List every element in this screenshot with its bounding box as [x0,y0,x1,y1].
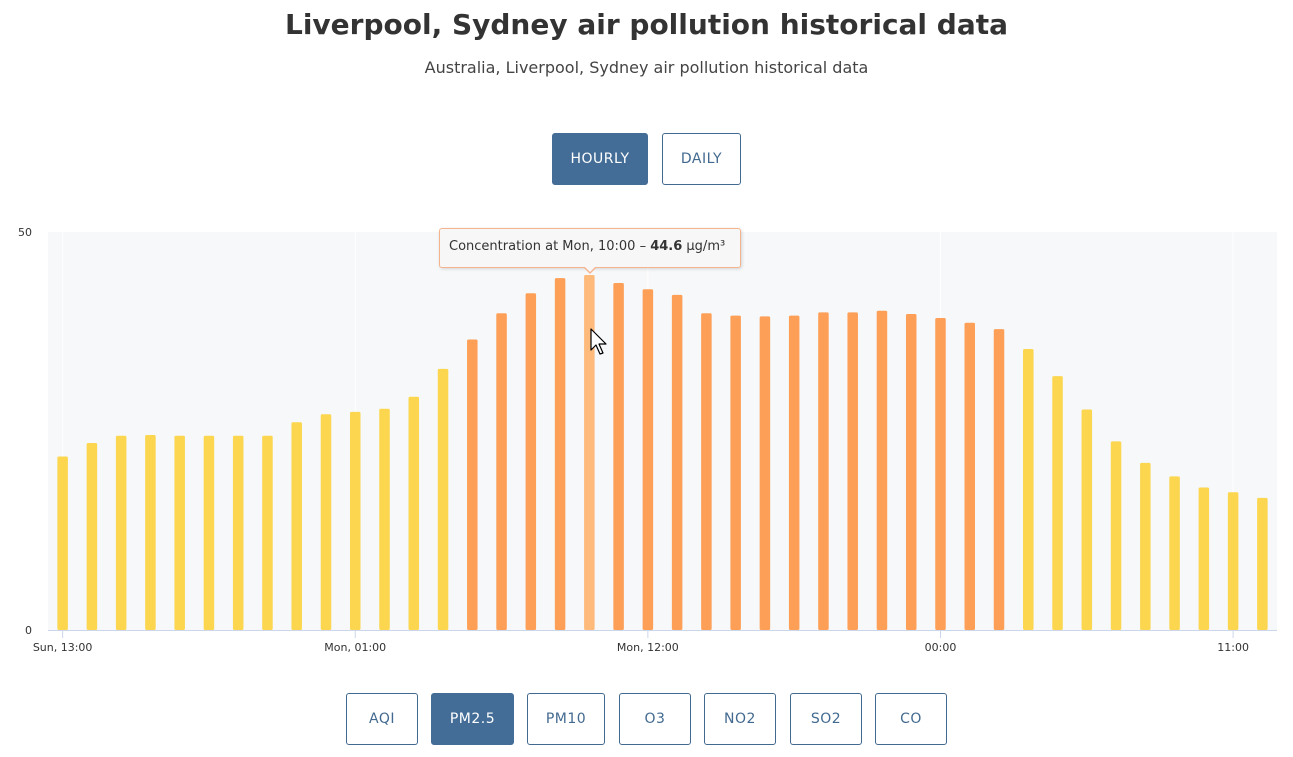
mouse-pointer-icon [590,328,607,355]
pollutant-so2-button[interactable]: SO2 [790,693,862,745]
bar[interactable] [145,434,156,630]
page-subtitle: Australia, Liverpool, Sydney air polluti… [424,58,869,77]
bar[interactable] [115,435,127,630]
bar[interactable] [1110,441,1122,630]
x-tick-label: Mon, 01:00 [324,641,386,654]
bar[interactable] [1169,476,1180,630]
bar[interactable] [174,435,185,630]
bar[interactable] [1140,462,1151,630]
bar[interactable] [291,422,302,630]
bar[interactable] [788,315,800,630]
bar[interactable] [613,282,624,630]
bar[interactable] [905,313,917,630]
bar[interactable] [818,312,829,630]
bar[interactable] [467,339,478,630]
bar[interactable] [935,317,946,630]
tooltip-time: Mon, 10:00 [562,239,636,254]
page-title: Liverpool, Sydney air pollution historic… [284,8,1008,41]
chart-tooltip: Concentration at Mon, 10:00 – 44.6 µg/m³ [439,228,741,268]
bar[interactable] [847,312,858,630]
hourly-button[interactable]: HOURLY [552,133,648,185]
bar[interactable] [730,315,741,630]
tooltip-separator: – [635,239,651,254]
bar[interactable] [496,313,507,630]
bar[interactable] [964,322,976,630]
bar[interactable] [1052,376,1063,630]
bar[interactable] [701,313,712,630]
pollutant-aqi-button[interactable]: AQI [346,693,418,745]
bar[interactable] [408,396,420,630]
bar[interactable] [642,289,654,630]
plot-background [48,232,1277,630]
x-tick-label: 11:00 [1217,641,1249,654]
bar[interactable] [671,294,683,630]
y-tick-label: 0 [25,624,32,637]
tooltip-prefix: Concentration at [449,239,563,254]
pollutant-no2-button[interactable]: NO2 [704,693,776,745]
pollutant-o3-button[interactable]: O3 [619,693,691,745]
pollutant-pm25-button[interactable]: PM2.5 [431,693,514,745]
x-tick-label: Sun, 13:00 [33,641,93,654]
bar[interactable] [993,329,1005,630]
tooltip-unit: µg/m³ [682,239,726,254]
bar[interactable] [232,435,244,630]
tooltip-arrow-fill [584,266,596,272]
pollutant-pm10-button[interactable]: PM10 [527,693,605,745]
bar[interactable] [1227,492,1239,630]
bar[interactable] [584,274,595,630]
bar[interactable] [1081,409,1093,630]
bar[interactable] [759,316,771,630]
x-tick-label: 00:00 [925,641,957,654]
pollutant-co-button[interactable]: CO [875,693,947,745]
bar[interactable] [379,408,390,630]
bar[interactable] [262,435,273,630]
bar[interactable] [57,456,68,630]
bar[interactable] [525,293,537,630]
bar[interactable] [1257,497,1268,630]
bar[interactable] [1023,349,1034,630]
bar[interactable] [437,368,449,630]
x-tick-label: Mon, 12:00 [617,641,679,654]
bar[interactable] [554,278,566,630]
y-tick-label: 50 [18,226,32,239]
bar[interactable] [203,435,215,630]
bar[interactable] [86,442,98,630]
tooltip-value: 44.6 [650,239,683,254]
pollution-bar-chart: Sun, 13:00 Mon, 01:00 Mon, 12:00 00:00 11:00… [18,226,1277,654]
bar[interactable] [320,414,332,630]
bar[interactable] [350,411,361,630]
bar[interactable] [876,310,888,630]
daily-button[interactable]: DAILY [662,133,741,185]
bar[interactable] [1198,487,1210,630]
